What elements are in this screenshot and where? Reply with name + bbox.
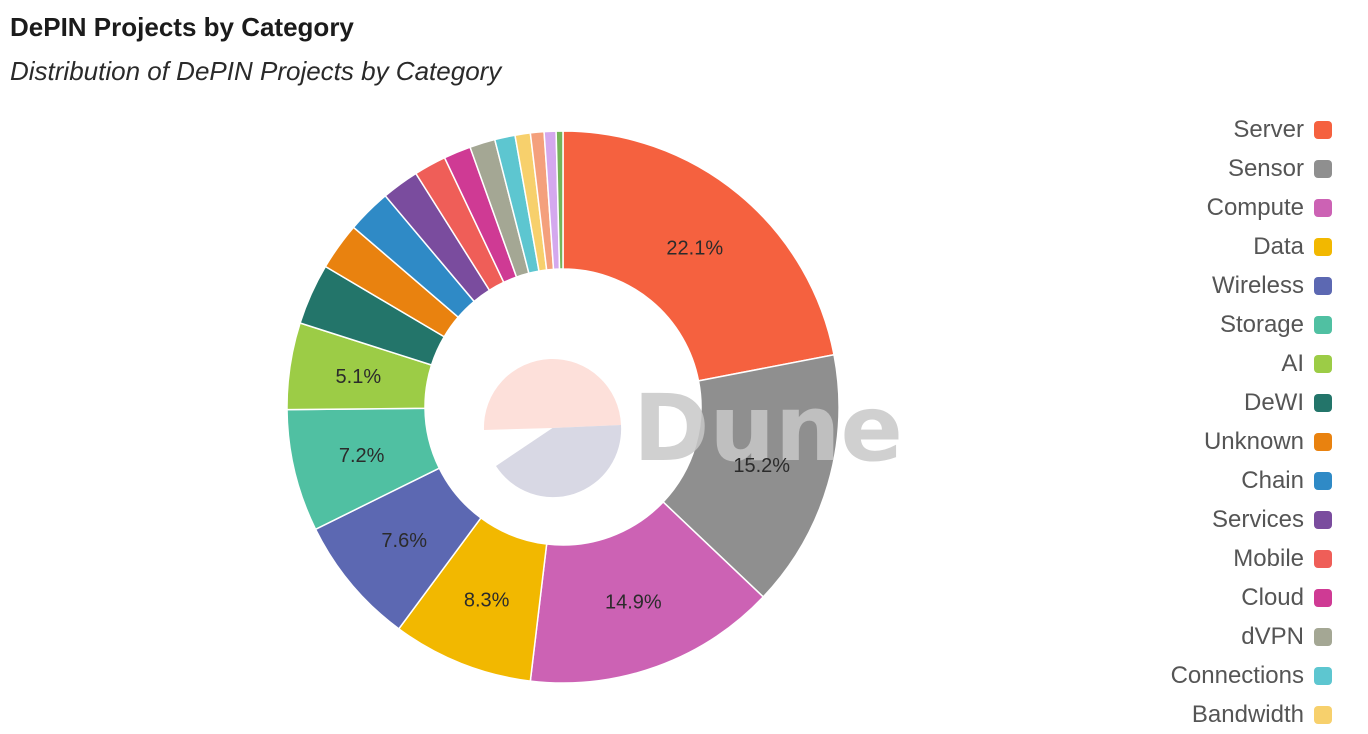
legend-item-cloud[interactable]: Cloud xyxy=(1032,578,1332,617)
legend-label: AI xyxy=(1281,349,1304,377)
legend-swatch xyxy=(1314,276,1332,295)
slice-unlabeled-18[interactable] xyxy=(555,130,564,270)
legend-swatch xyxy=(1314,588,1332,607)
legend-label: Mobile xyxy=(1233,544,1304,572)
legend-swatch xyxy=(1314,471,1332,490)
legend-item-unknown[interactable]: Unknown xyxy=(1032,422,1332,461)
legend-item-chain[interactable]: Chain xyxy=(1032,461,1332,500)
legend-swatch xyxy=(1314,510,1332,529)
slice-labels: 22.1% 15.2% 14.9% 8.3% 7.6% 7.2% 5.1% xyxy=(336,237,791,613)
legend-item-dewi[interactable]: DeWI xyxy=(1032,383,1332,422)
slice-label-compute: 14.9% xyxy=(605,592,662,614)
chart-subtitle: Distribution of DePIN Projects by Catego… xyxy=(10,56,502,86)
legend-label: Services xyxy=(1211,505,1304,533)
donut-slices xyxy=(286,130,840,684)
legend-swatch xyxy=(1314,432,1332,451)
slice-sensor[interactable] xyxy=(662,353,840,598)
legend-label: Data xyxy=(1253,232,1304,260)
legend-item-services[interactable]: Services xyxy=(1032,500,1332,539)
legend-item-storage[interactable]: Storage xyxy=(1032,305,1332,344)
legend-label: Cloud xyxy=(1241,583,1304,611)
chart-legend: Server Sensor Compute Data Wireless Storage AI… xyxy=(1032,110,1332,734)
slice-label-data: 8.3% xyxy=(464,589,510,611)
legend-swatch xyxy=(1314,549,1332,568)
slice-compute[interactable] xyxy=(529,500,765,684)
legend-item-ai[interactable]: AI xyxy=(1032,344,1332,383)
legend-label: Compute xyxy=(1206,193,1304,221)
legend-label: Unknown xyxy=(1203,427,1304,455)
slice-label-sensor: 15.2% xyxy=(733,455,790,477)
legend-label: Server xyxy=(1233,115,1304,143)
legend-item-compute[interactable]: Compute xyxy=(1032,188,1332,227)
dune-watermark: Dune xyxy=(633,375,903,482)
legend-item-connections[interactable]: Connections xyxy=(1032,656,1332,695)
slice-label-storage: 7.2% xyxy=(339,445,385,467)
legend-item-sensor[interactable]: Sensor xyxy=(1032,149,1332,188)
legend-label: DeWI xyxy=(1244,388,1304,416)
legend-label: dVPN xyxy=(1241,622,1304,650)
legend-item-data[interactable]: Data xyxy=(1032,227,1332,266)
slice-label-ai: 5.1% xyxy=(336,366,382,388)
legend-label: Chain xyxy=(1241,466,1304,494)
legend-swatch xyxy=(1314,393,1332,412)
legend-label: Sensor xyxy=(1227,154,1304,182)
legend-swatch xyxy=(1314,120,1332,139)
legend-swatch xyxy=(1314,198,1332,217)
legend-swatch xyxy=(1314,354,1332,373)
legend-swatch xyxy=(1314,705,1332,724)
legend-swatch xyxy=(1314,666,1332,685)
chart-title: DePIN Projects by Category xyxy=(10,12,354,42)
legend-item-bandwidth[interactable]: Bandwidth xyxy=(1032,695,1332,734)
legend-label: Storage xyxy=(1219,310,1304,338)
legend-label: Connections xyxy=(1170,661,1304,689)
legend-label: Wireless xyxy=(1211,271,1304,299)
slice-label-server: 22.1% xyxy=(666,237,723,259)
legend-swatch xyxy=(1314,237,1332,256)
legend-swatch xyxy=(1314,627,1332,646)
legend-item-server[interactable]: Server xyxy=(1032,110,1332,149)
center-logo-icon xyxy=(483,358,622,498)
legend-item-mobile[interactable]: Mobile xyxy=(1032,539,1332,578)
legend-item-dvpn[interactable]: dVPN xyxy=(1032,617,1332,656)
legend-item-wireless[interactable]: Wireless xyxy=(1032,266,1332,305)
slice-label-wireless: 7.6% xyxy=(381,530,427,552)
slice-server[interactable] xyxy=(562,130,835,382)
legend-swatch xyxy=(1314,159,1332,178)
legend-label: Bandwidth xyxy=(1191,700,1304,728)
legend-swatch xyxy=(1314,315,1332,334)
